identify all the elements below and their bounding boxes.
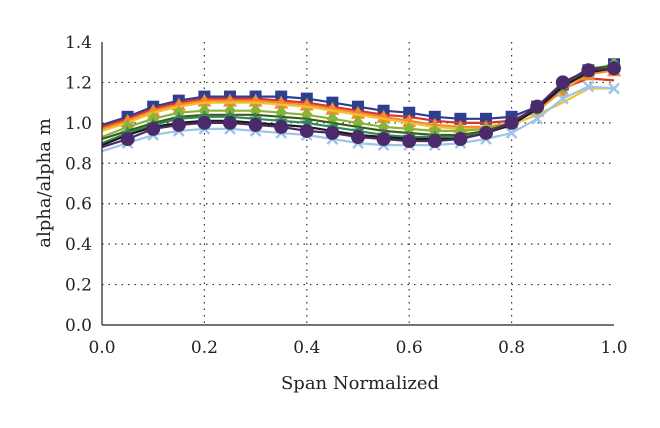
series-8-point-18 xyxy=(556,92,569,105)
series-9-point-1 xyxy=(120,132,135,147)
x-tick-label-3: 0.6 xyxy=(396,338,423,358)
series-9-point-13 xyxy=(427,134,442,149)
series-9-point-5 xyxy=(223,115,237,130)
series-8-point-16 xyxy=(505,127,518,139)
series-9-point-19 xyxy=(581,63,596,78)
y-tick-label-2: 0.4 xyxy=(65,235,92,255)
series-9-point-8 xyxy=(299,123,314,138)
series-4-point-10 xyxy=(352,115,364,130)
y-tick-label-3: 0.6 xyxy=(65,195,92,215)
x-tick-label-5: 1.0 xyxy=(600,338,627,358)
y-tick-label-1: 0.2 xyxy=(65,276,92,296)
series-8-point-20 xyxy=(608,82,620,95)
series-3-line xyxy=(101,87,614,132)
series-9-point-10 xyxy=(351,130,365,145)
series-9-point-3 xyxy=(171,117,186,132)
x-tick-label-0: 0.0 xyxy=(88,338,115,358)
series-9-point-18 xyxy=(555,75,570,90)
x-axis-title: Span Normalized xyxy=(281,373,439,394)
series-9-point-2 xyxy=(146,121,161,136)
series-9-point-17 xyxy=(530,99,545,114)
series-layer xyxy=(101,57,621,153)
plot-frame xyxy=(101,42,614,326)
series-8-point-19 xyxy=(582,80,595,93)
series-8-point-17 xyxy=(531,112,544,125)
x-tick-label-1: 0.2 xyxy=(191,338,218,358)
series-9-point-14 xyxy=(453,132,468,147)
y-tick-label-5: 1.0 xyxy=(65,114,92,134)
y-tick-label-6: 1.2 xyxy=(65,73,92,93)
series-9-point-16 xyxy=(504,115,519,130)
series-9-point-15 xyxy=(479,125,493,140)
y-tick-label-7: 1.4 xyxy=(65,33,92,53)
x-tick-label-2: 0.4 xyxy=(293,338,320,358)
y-tick-label-4: 0.8 xyxy=(65,154,92,174)
y-tick-label-0: 0.0 xyxy=(65,316,92,336)
x-tick-label-4: 0.8 xyxy=(498,338,525,358)
series-6-point-8 xyxy=(300,115,314,129)
y-axis-title: alpha/alpha m xyxy=(34,118,55,248)
series-3 xyxy=(101,87,614,132)
series-9-point-20 xyxy=(607,61,621,76)
series-9-point-12 xyxy=(402,134,417,149)
series-9-point-9 xyxy=(325,125,340,140)
series-9 xyxy=(101,61,621,149)
grid xyxy=(102,42,614,325)
series-9-point-4 xyxy=(197,115,212,130)
series-9-point-7 xyxy=(274,119,289,134)
series-9-point-6 xyxy=(248,117,263,132)
series-9-point-11 xyxy=(376,132,391,147)
tick-labels: 0.0 0.2 0.4 0.6 0.8 1.0 0.0 0.2 0.4 0.6 0.8 1.0 1.2 1… xyxy=(65,33,628,358)
